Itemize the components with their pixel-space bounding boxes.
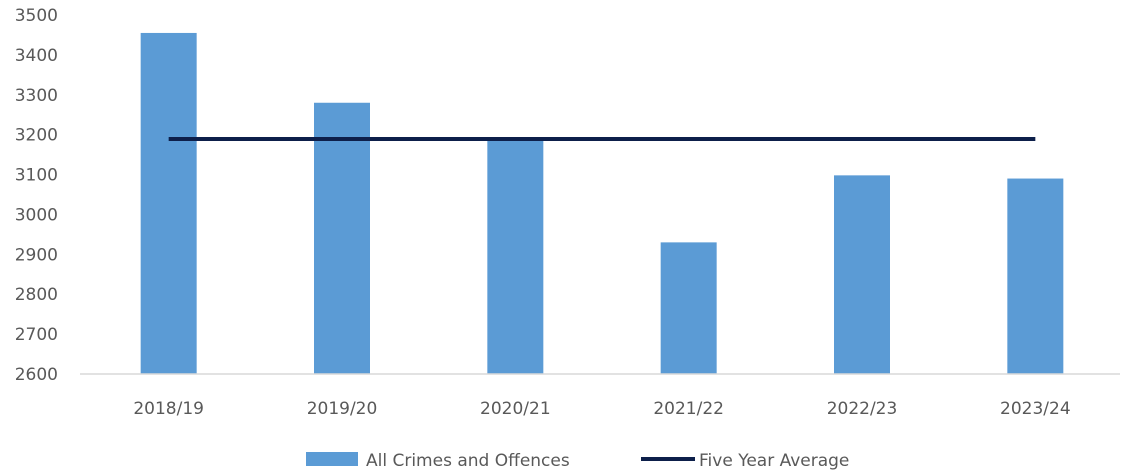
- bar-series: [140, 32, 1064, 374]
- y-tick-label: 2800: [15, 285, 58, 305]
- bar: [314, 102, 370, 374]
- legend-label-line: Five Year Average: [699, 451, 849, 471]
- y-tick-label: 2700: [15, 325, 58, 345]
- y-axis-ticks: 2600 2700 2800 2900 3000 3100 3200 3300 3400 3500: [15, 6, 58, 385]
- x-axis-ticks: 2018/19 2019/20 2020/21 2021/22 2022/23 2023/…: [133, 399, 1070, 419]
- y-tick-label: 2600: [15, 365, 58, 385]
- bar: [1007, 178, 1064, 374]
- x-tick-label: 2021/22: [653, 399, 724, 419]
- x-tick-label: 2020/21: [480, 399, 551, 419]
- legend-swatch-bar: [306, 452, 358, 466]
- y-tick-label: 3400: [15, 46, 58, 66]
- y-tick-label: 3200: [15, 126, 58, 146]
- y-tick-label: 2900: [15, 245, 58, 265]
- legend-label-bar: All Crimes and Offences: [366, 451, 570, 471]
- y-tick-label: 3000: [15, 205, 58, 225]
- legend: All Crimes and Offences Five Year Averag…: [306, 451, 849, 471]
- bar: [834, 175, 890, 374]
- x-tick-label: 2019/20: [307, 399, 378, 419]
- y-tick-label: 3100: [15, 166, 58, 186]
- bar: [487, 138, 544, 374]
- x-tick-label: 2022/23: [827, 399, 898, 419]
- bar: [140, 32, 197, 374]
- x-tick-label: 2018/19: [133, 399, 204, 419]
- y-tick-label: 3300: [15, 86, 58, 106]
- y-tick-label: 3500: [15, 6, 58, 26]
- x-tick-label: 2023/24: [1000, 399, 1071, 419]
- bar: [660, 242, 717, 374]
